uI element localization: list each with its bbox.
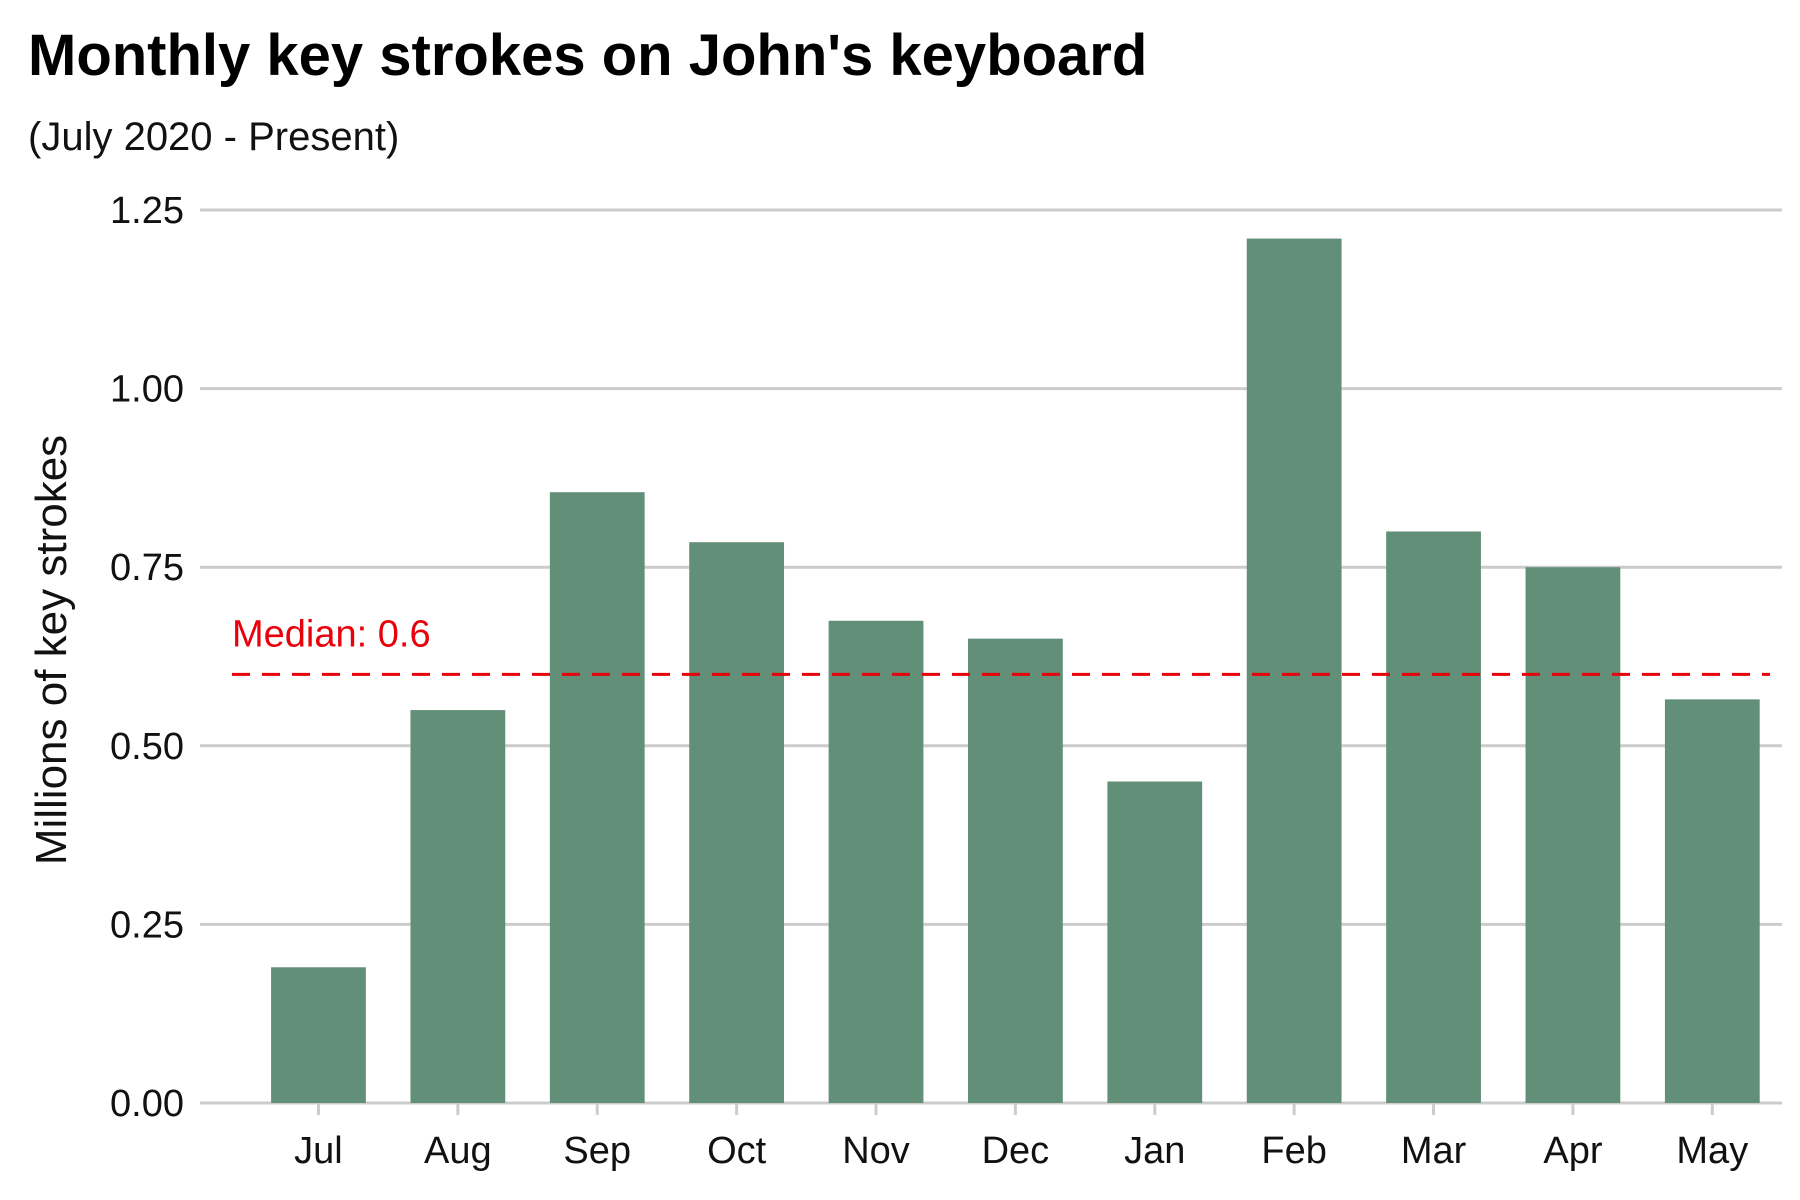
x-tick-label: Oct [707, 1130, 767, 1172]
x-tick-label: Jan [1124, 1130, 1185, 1172]
x-tick-label: Sep [563, 1130, 631, 1172]
x-tick-label: Nov [842, 1130, 910, 1172]
bar-oct [689, 542, 785, 1103]
bar-mar [1386, 531, 1481, 1103]
x-tick-label: Jul [294, 1130, 343, 1172]
y-tick-label: 0.50 [110, 726, 184, 768]
chart-title: Monthly key strokes on John's keyboard [28, 23, 1147, 88]
bar-apr [1525, 567, 1621, 1103]
bar-jul [271, 967, 366, 1103]
x-tick-label: Mar [1401, 1130, 1467, 1172]
median-annotation: Median: 0.6 [232, 613, 1770, 676]
y-tick-label: 1.25 [110, 190, 184, 232]
bar-aug [410, 710, 506, 1103]
bars [271, 238, 1760, 1104]
x-tick-label: Feb [1261, 1130, 1326, 1172]
bar-feb [1246, 238, 1342, 1104]
x-tick-label: Apr [1543, 1130, 1602, 1172]
x-axis-ticks: Jul Aug Sep Oct Nov Dec Jan Feb Mar Apr May [294, 1103, 1748, 1172]
y-axis-title: Millions of key strokes [27, 435, 76, 865]
bar-sep [549, 492, 645, 1103]
y-tick-label: 1.00 [110, 369, 184, 411]
bar-dec [968, 638, 1063, 1103]
y-tick-label: 0.00 [110, 1083, 184, 1125]
y-axis-ticks: 0.00 0.25 0.50 0.75 1.00 1.25 [110, 190, 184, 1125]
median-label: Median: 0.6 [232, 613, 431, 655]
y-tick-label: 0.25 [110, 904, 184, 946]
x-tick-label: Aug [424, 1130, 492, 1172]
bar-jan [1107, 781, 1203, 1103]
x-tick-label: Dec [982, 1130, 1050, 1172]
x-tick-label: May [1676, 1130, 1748, 1172]
y-tick-label: 0.75 [110, 547, 184, 589]
chart-subtitle: (July 2020 - Present) [28, 115, 399, 159]
bar-nov [828, 620, 924, 1103]
bar-may [1664, 699, 1760, 1103]
